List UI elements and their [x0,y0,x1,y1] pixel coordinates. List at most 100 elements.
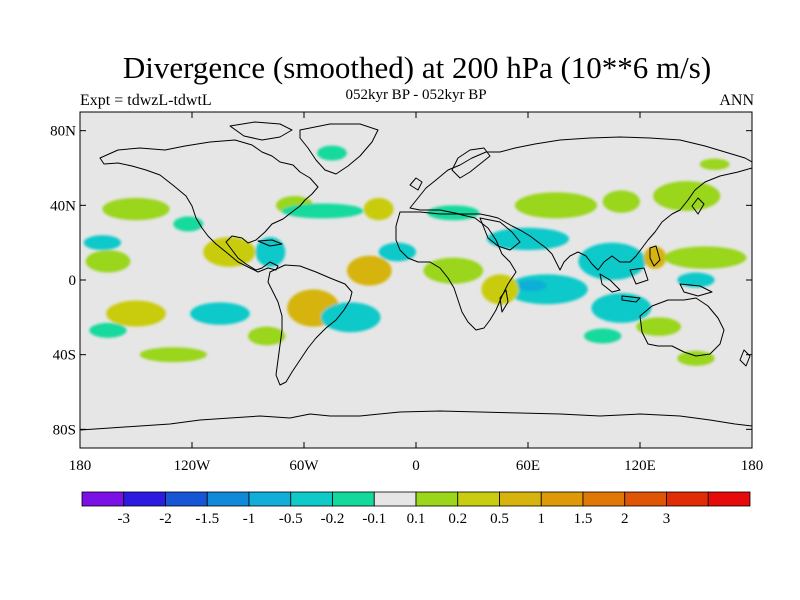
map-axes: 80N 40N 0 40S 80S 180 120W 60W 0 60E 120E 180 [50,112,763,474]
field-region-south-pacific-yellow [106,300,166,327]
coastlines [80,121,752,431]
colorbar-swatch [582,491,626,507]
colorbar-swatch [332,491,375,507]
coast-north-america [99,139,319,273]
colorbar-swatch [373,491,417,507]
lat-tick-label: 0 [69,273,77,289]
field-region-atlantic-north-yellow [363,197,394,221]
colorbar-label: -0.5 [279,511,303,527]
lon-tick-label: 180 [741,458,764,474]
colorbar-swatch [540,491,584,507]
field-region-southern-ocean-teal [584,328,622,344]
field-region-wpacific-green [664,246,747,269]
coast-arabia [479,217,521,251]
coast-scandinavia [451,147,491,179]
colorbar-label: 1 [538,511,546,527]
colorbar-label: 3 [663,511,671,527]
colorbar-label: -2 [159,511,172,527]
field-region-epacific-teal [83,235,122,251]
coast-arctic-islands [229,121,293,141]
field-region-atlantic-trop-yellow [346,255,392,286]
coast-japan [691,197,705,215]
field-region-southern-ocean-teal-2 [89,322,127,338]
field-region-mexico-yellow [203,237,256,267]
lon-tick-label: 60E [516,458,540,474]
lat-tick-label: 80N [50,124,76,140]
field-region-africa-green [423,257,484,284]
colorbar-swatch [624,491,667,507]
field-region-indian-ocean-blue [516,280,547,292]
field-region-maritime-teal [591,293,652,323]
colorbar-label: -0.2 [321,511,345,527]
field-region-asia-green [514,192,598,219]
colorbar-swatch [415,491,459,507]
field-region-pacific-north-teal [173,216,204,232]
season-label: ANN [719,92,754,109]
field-region-asia-green-2 [602,190,640,213]
colorbar-swatch [81,491,125,507]
field-region-s-indian-green [677,350,715,366]
colorbar: -3 -2 -1.5 -1 -0.5 -0.2 -0.1 0.1 0.2 0.5 1 1.5 2 3 [81,491,751,527]
field-region-pacific-north-green [102,197,170,221]
coast-sumatra [599,273,621,293]
colorbar-label: -0.1 [362,511,386,527]
coast-greenland [299,123,379,175]
map-title: Divergence (smoothed) at 200 hPa (10**6 … [122,50,712,85]
lat-tick-label: 40S [53,348,76,364]
colorbar-swatch [165,491,208,507]
coast-new-zealand [739,349,751,367]
field-region-central-pacific-teal [677,272,715,288]
coast-south-america [267,264,353,386]
colorbar-swatch [707,491,751,507]
field-region-epacific-green [85,250,131,273]
colorbar-swatch [123,491,166,507]
coast-cuba [257,239,283,247]
field-region-atlantic-north-teal [281,203,364,219]
experiment-label: Expt = tdwzL-tdwtL [80,92,212,109]
coast-borneo [629,267,649,285]
colorbar-label: -1.5 [195,511,219,527]
map-background [80,112,752,448]
lat-tick-label: 80S [53,422,76,438]
lat-tick-label: 40N [50,198,76,214]
colorbar-label: -3 [118,511,131,527]
field-region-arctic-green [699,158,730,170]
field-region-south-america-teal [320,302,381,333]
coast-british-isles [409,177,423,191]
field-region-south-pacific-teal [190,302,250,325]
coast-madagascar [499,289,509,313]
colorbar-swatch [206,491,250,507]
colorbar-swatch [457,491,500,507]
colorbar-swatch [290,491,333,507]
map-subtitle: 052kyr BP - 052kyr BP [345,87,487,103]
coast-eurasia [409,136,752,271]
coast-philippines [649,245,661,267]
coast-africa [395,211,517,331]
field-region-australia-green [636,317,682,336]
field-region-seasia-teal [578,242,646,280]
field-region-india-teal [486,227,570,251]
colorbar-label: 0.2 [448,511,467,527]
field-region-japan-green [653,181,721,211]
field-region-philippines-yellow [643,246,667,269]
colorbar-label: 0.5 [490,511,509,527]
coast-australia [639,297,725,357]
colorbar-label: 2 [621,511,629,527]
colorbar-label: -1 [243,511,256,527]
coast-java [621,295,641,303]
lon-tick-label: 60W [289,458,319,474]
lon-tick-label: 180 [69,458,92,474]
lon-tick-label: 120W [174,458,212,474]
field-region-south-atlantic-green [247,326,286,346]
coast-antarctica [80,410,752,431]
colorbar-swatch [666,491,709,507]
colorbar-swatch [499,491,542,507]
colorbar-label: 1.5 [574,511,593,527]
coast-new-guinea [679,283,713,297]
colorbar-swatch [248,491,292,507]
lon-tick-label: 120E [624,458,656,474]
field-region-greenland-teal [317,145,347,161]
lon-tick-label: 0 [412,458,420,474]
colorbar-label: 0.1 [407,511,426,527]
